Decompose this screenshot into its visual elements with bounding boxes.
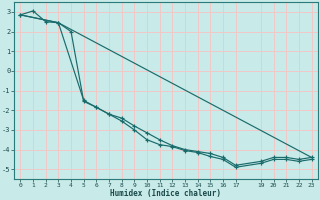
X-axis label: Humidex (Indice chaleur): Humidex (Indice chaleur) xyxy=(110,189,221,198)
